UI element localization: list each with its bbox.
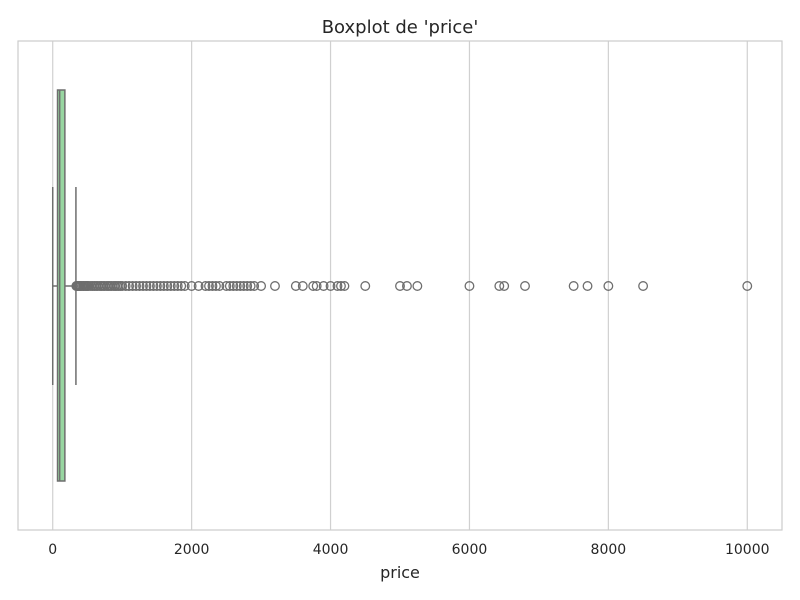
x-tick-label: 8000	[591, 542, 627, 558]
outlier-point	[134, 281, 145, 291]
outlier-point	[138, 281, 148, 291]
x-tick-label: 4000	[313, 542, 349, 558]
outlier-point	[308, 281, 319, 291]
outlier-point	[494, 281, 505, 291]
outlier-point	[231, 281, 242, 291]
outlier-point	[131, 281, 142, 291]
outlier-point	[290, 281, 301, 291]
outlier-point	[603, 281, 614, 291]
outlier-point	[162, 281, 173, 291]
x-tick-label: 0	[48, 542, 57, 558]
outlier-point	[270, 281, 280, 291]
x-axis-label: price	[380, 563, 420, 582]
outlier-point	[117, 281, 128, 291]
box	[56, 89, 66, 482]
outlier-point	[141, 281, 152, 291]
outlier-point	[200, 281, 211, 291]
outlier-point	[318, 281, 329, 291]
outlier-point	[165, 281, 176, 291]
outlier-point	[172, 281, 183, 291]
outlier-point	[412, 281, 423, 291]
outlier-point	[176, 281, 187, 291]
outlier-point	[120, 281, 131, 291]
outlier-point	[395, 281, 405, 291]
outlier-point	[228, 281, 239, 291]
outlier-point	[582, 281, 593, 291]
x-tick-label: 2000	[174, 542, 210, 558]
outlier-point	[158, 281, 169, 291]
chart-title: Boxplot de 'price'	[322, 17, 479, 38]
outlier-point	[249, 281, 260, 291]
outlier-point	[464, 281, 475, 291]
outlier-point	[193, 281, 204, 291]
outlier-point	[204, 281, 214, 291]
outlier-point	[242, 281, 253, 291]
outlier-point	[297, 281, 308, 291]
outlier-point	[224, 281, 235, 291]
outlier-point	[214, 281, 225, 291]
outlier-point	[256, 281, 267, 291]
outlier-point	[124, 281, 135, 291]
outlier-point	[499, 281, 510, 291]
iqr-box	[56, 89, 66, 482]
outlier-point	[339, 281, 350, 291]
outlier-point	[332, 281, 343, 291]
outlier-point	[221, 281, 232, 291]
outlier-point	[742, 281, 753, 291]
outlier-point	[169, 281, 180, 291]
outlier-point	[179, 281, 190, 291]
outlier-point	[210, 281, 221, 291]
outlier-point	[127, 281, 138, 291]
outlier-point	[186, 281, 197, 291]
outlier-point	[325, 281, 336, 291]
outlier-point	[155, 281, 166, 291]
outlier-point	[145, 281, 155, 291]
outlier-point	[568, 281, 579, 291]
plot-frame	[17, 40, 783, 531]
x-tick-labels: 0 2000 4000 6000 8000 10000	[48, 542, 769, 558]
outlier-point	[245, 281, 256, 291]
outlier-points	[71, 281, 753, 291]
outlier-point	[207, 281, 218, 291]
outlier-point	[638, 281, 649, 291]
outlier-point	[520, 281, 530, 291]
outlier-point	[238, 281, 249, 291]
x-tick-label: 10000	[725, 542, 770, 558]
outlier-point	[360, 281, 371, 291]
outlier-point	[311, 281, 322, 291]
outlier-point	[148, 281, 159, 291]
grid-lines	[52, 41, 748, 530]
outlier-point	[235, 281, 246, 291]
outlier-point	[401, 281, 412, 291]
x-tick-label: 6000	[452, 542, 488, 558]
outlier-point	[336, 281, 346, 291]
outlier-point	[151, 281, 162, 291]
